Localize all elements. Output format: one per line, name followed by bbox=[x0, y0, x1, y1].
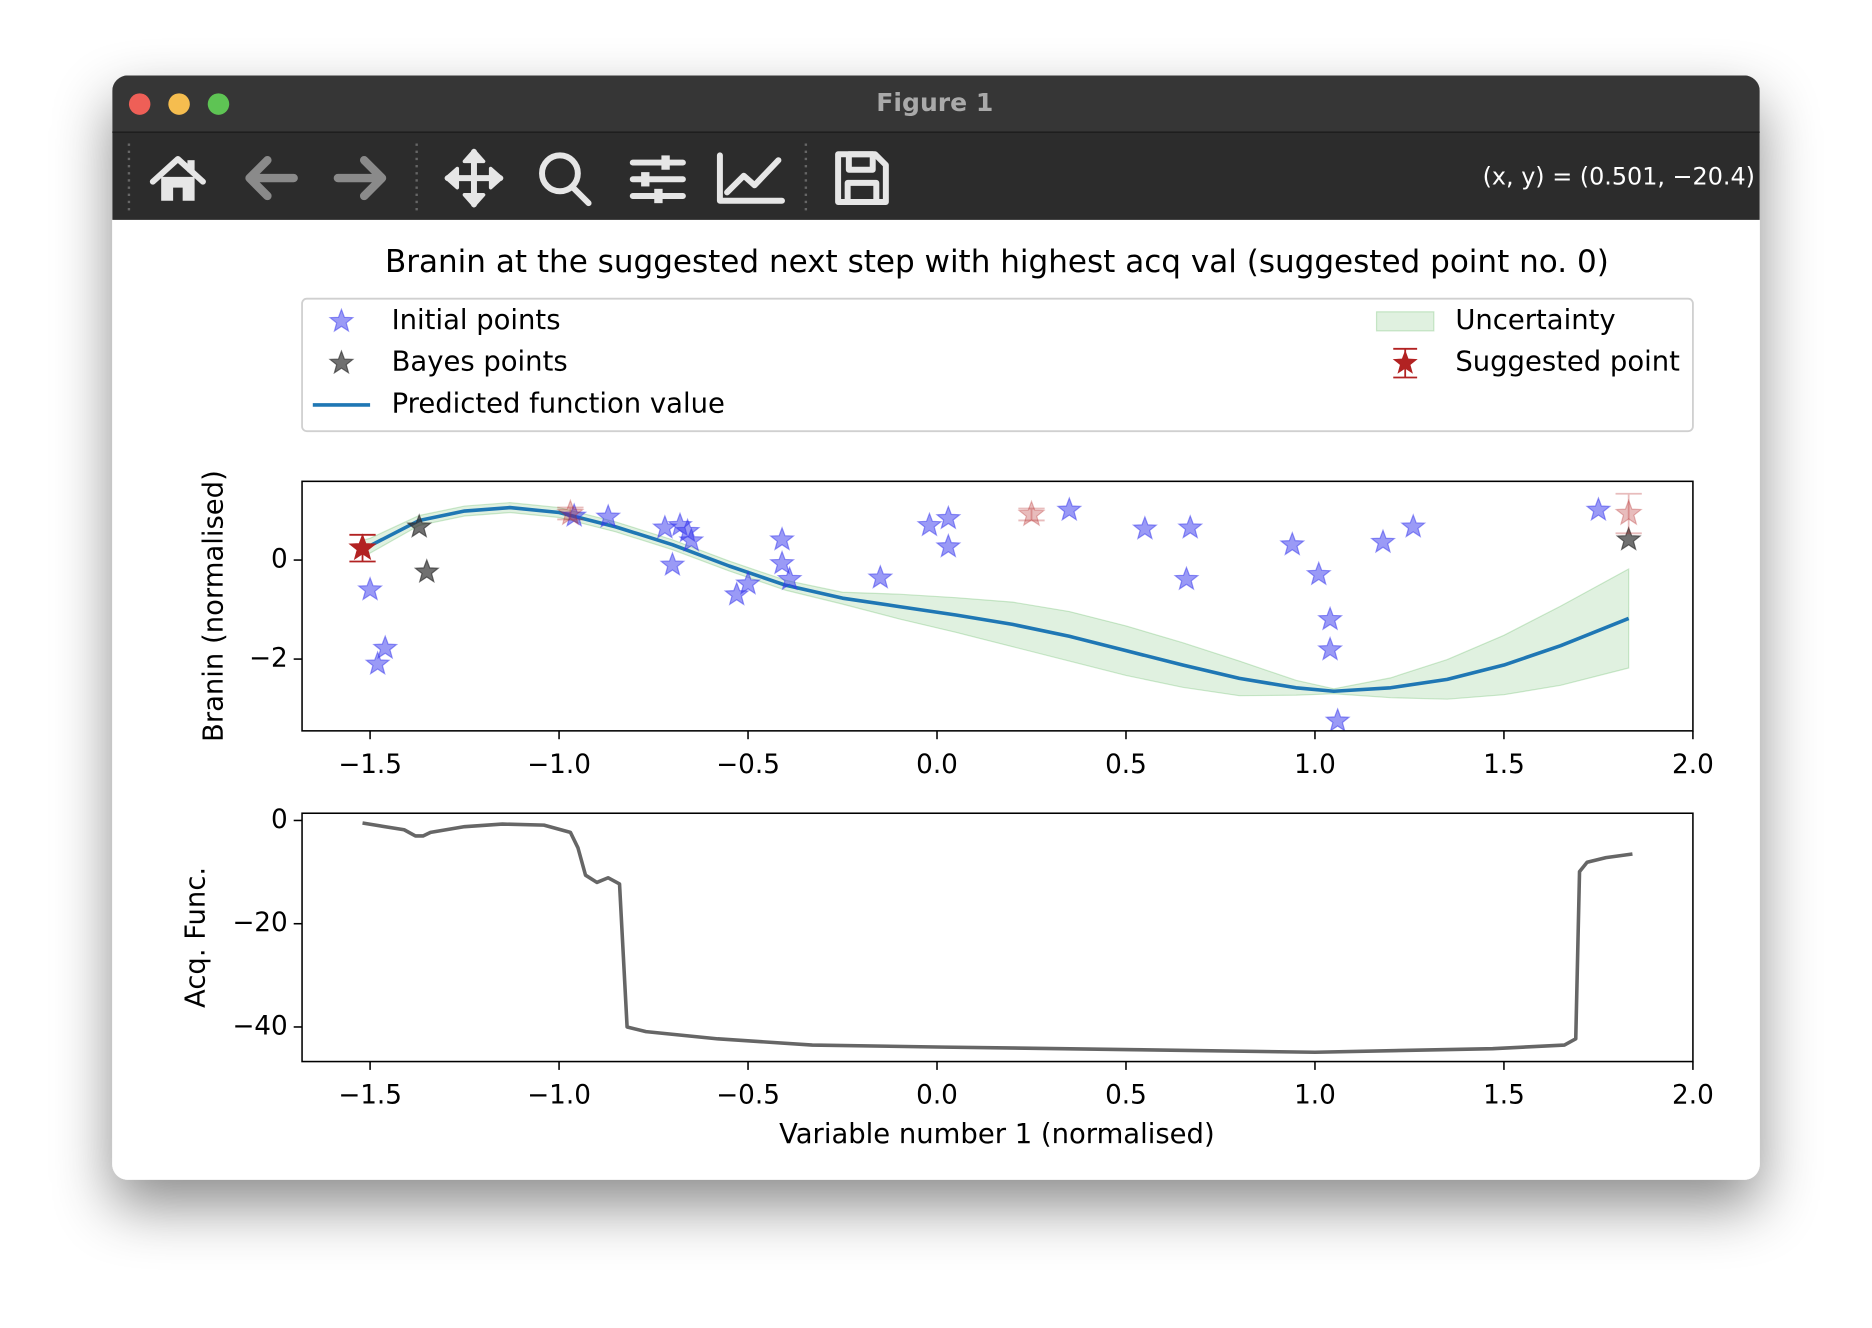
error-bar bbox=[557, 506, 584, 521]
back-button[interactable] bbox=[245, 156, 298, 201]
point bbox=[1279, 531, 1306, 556]
point bbox=[406, 513, 433, 538]
point bbox=[678, 527, 705, 552]
y-tick-label: −2 bbox=[249, 644, 288, 674]
legend-label: Uncertainty bbox=[1455, 305, 1615, 336]
x-axis-label: Variable number 1 (normalised) bbox=[779, 1119, 1215, 1150]
x-tick-label: 1.0 bbox=[1294, 750, 1336, 780]
y-tick-label: 0 bbox=[271, 545, 288, 575]
legend-label: Initial points bbox=[392, 305, 561, 336]
window-title: Figure 1 bbox=[876, 88, 993, 117]
x-tick-label: 0.0 bbox=[916, 750, 958, 780]
legend-swatch bbox=[1392, 350, 1418, 374]
point bbox=[561, 502, 588, 528]
error-bar bbox=[1018, 507, 1045, 522]
point bbox=[413, 558, 440, 583]
line bbox=[362, 821, 1633, 1055]
point bbox=[735, 570, 762, 595]
x-tick-label: 0.0 bbox=[916, 1081, 958, 1111]
y-axis-label: Branin (normalised) bbox=[198, 470, 229, 742]
uncertainty-band bbox=[361, 502, 1630, 700]
x-tick-label: 1.5 bbox=[1483, 1081, 1525, 1111]
point bbox=[1400, 513, 1427, 538]
x-tick-label: 0.5 bbox=[1105, 750, 1147, 780]
y-tick-label: −20 bbox=[232, 908, 287, 938]
zoom-tool-button[interactable] bbox=[539, 152, 592, 207]
point bbox=[1177, 514, 1204, 539]
point bbox=[916, 511, 943, 537]
point bbox=[659, 551, 686, 577]
suggested-point bbox=[1614, 498, 1643, 526]
x-tick-label: −1.5 bbox=[338, 750, 402, 780]
point bbox=[1324, 707, 1351, 731]
legend-label: Predicted function value bbox=[392, 388, 725, 419]
title-bar bbox=[112, 75, 1760, 133]
y-tick-label: 0 bbox=[271, 805, 288, 835]
legend-swatch bbox=[328, 307, 355, 333]
legend-swatch bbox=[1375, 311, 1435, 332]
point bbox=[1056, 496, 1083, 522]
point bbox=[1317, 636, 1344, 661]
forward-button[interactable] bbox=[333, 156, 387, 201]
minimize-button[interactable] bbox=[168, 93, 190, 115]
x-tick-label: −1.0 bbox=[527, 750, 591, 780]
point bbox=[776, 565, 803, 591]
y-tick-label: −40 bbox=[232, 1011, 287, 1041]
configure-button[interactable] bbox=[629, 155, 686, 204]
x-tick-label: −0.5 bbox=[716, 1081, 780, 1111]
point bbox=[1173, 565, 1200, 591]
close-button[interactable] bbox=[128, 93, 151, 115]
point bbox=[1585, 496, 1612, 522]
toolbar-icons bbox=[127, 143, 889, 213]
point bbox=[769, 526, 796, 551]
axes-frame bbox=[301, 480, 1694, 732]
suggested-point bbox=[556, 498, 585, 526]
point bbox=[935, 533, 962, 558]
point bbox=[595, 503, 622, 529]
zoom-button[interactable] bbox=[207, 93, 230, 115]
point bbox=[1370, 528, 1396, 554]
legend-label: Suggested point bbox=[1455, 347, 1680, 378]
error-bar bbox=[1615, 492, 1642, 535]
legend-label: Bayes points bbox=[392, 347, 568, 378]
pan-button[interactable] bbox=[444, 148, 504, 208]
chart-title: Branin at the suggested next step with h… bbox=[385, 244, 1609, 280]
point bbox=[1131, 515, 1158, 540]
x-tick-label: 0.5 bbox=[1105, 1081, 1147, 1111]
suggested-point bbox=[348, 533, 377, 561]
axes-frame bbox=[301, 812, 1694, 1063]
point bbox=[935, 504, 962, 530]
x-tick-label: −1.5 bbox=[338, 1081, 402, 1111]
point bbox=[1317, 605, 1344, 631]
plot-area bbox=[362, 821, 1633, 1055]
cursor-coordinates: (x, y) = (0.501, −20.4) bbox=[1483, 163, 1755, 191]
point bbox=[867, 564, 894, 589]
x-tick-label: −1.0 bbox=[527, 1081, 591, 1111]
toolbar bbox=[112, 131, 1760, 220]
point bbox=[1305, 560, 1332, 586]
point bbox=[364, 650, 391, 676]
legend-swatch bbox=[328, 349, 355, 375]
x-tick-label: −0.5 bbox=[716, 750, 780, 780]
save-button[interactable] bbox=[835, 151, 889, 205]
y-axis-label: Acq. Func. bbox=[180, 867, 211, 1008]
x-tick-label: 1.5 bbox=[1483, 750, 1525, 780]
point bbox=[372, 634, 399, 660]
home-button[interactable] bbox=[149, 156, 206, 201]
point bbox=[769, 549, 796, 575]
x-tick-label: 2.0 bbox=[1672, 1081, 1714, 1111]
x-tick-label: 2.0 bbox=[1672, 750, 1714, 780]
plot-area bbox=[348, 492, 1643, 731]
legend bbox=[301, 297, 1694, 433]
point bbox=[357, 576, 384, 601]
x-tick-label: 1.0 bbox=[1294, 1081, 1336, 1111]
point bbox=[1615, 526, 1642, 551]
edit-axes-button[interactable] bbox=[716, 152, 785, 204]
suggested-point bbox=[1017, 499, 1046, 527]
line bbox=[362, 505, 1630, 694]
